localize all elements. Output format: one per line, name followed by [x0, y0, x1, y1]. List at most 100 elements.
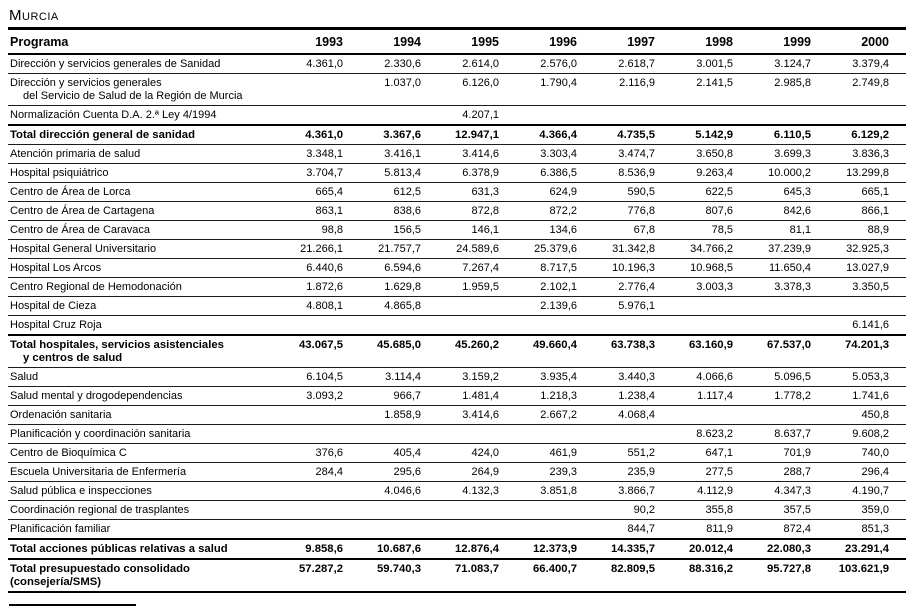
value-cell: 67,8: [594, 220, 672, 240]
value-cell: 13.027,9: [828, 258, 906, 278]
value-cell: 6.378,9: [438, 163, 516, 183]
value-cell: 612,5: [360, 182, 438, 202]
row-label-line1: Total hospitales, servicios asistenciale…: [10, 339, 224, 351]
value-cell: 6.141,6: [828, 315, 906, 335]
value-cell: 3.379,4: [828, 53, 906, 74]
table-row: Ordenación sanitaria 1.858,9 3.414,6 2.667,…: [8, 405, 906, 425]
value-cell: 156,5: [360, 220, 438, 240]
value-cell: 25.379,6: [516, 239, 594, 259]
value-cell: 4.207,1: [438, 105, 516, 125]
value-cell: 1.037,0: [360, 73, 438, 106]
value-cell: 146,1: [438, 220, 516, 240]
value-cell: 284,4: [282, 462, 360, 482]
value-cell: 295,6: [360, 462, 438, 482]
value-cell: 4.361,0: [282, 124, 360, 145]
value-cell: 37.239,9: [750, 239, 828, 259]
row-label: Salud: [8, 367, 282, 387]
value-cell: 357,5: [750, 500, 828, 520]
value-cell: 4.068,4: [594, 405, 672, 425]
table-row: Hospital de Cieza 4.808,1 4.865,8 2.139,6 5.…: [8, 296, 906, 316]
value-cell: 811,9: [672, 519, 750, 539]
row-label: Dirección y servicios generales del Servi…: [8, 73, 282, 106]
value-cell: 866,1: [828, 201, 906, 221]
value-cell: 4.190,7: [828, 481, 906, 501]
value-cell: 4.132,3: [438, 481, 516, 501]
row-label: Ordenación sanitaria: [8, 405, 282, 425]
header-row: Programa 1993 1994 1995 1996 1997 1998 1999 2000: [8, 27, 906, 55]
value-cell: 277,5: [672, 462, 750, 482]
value-cell: 31.342,8: [594, 239, 672, 259]
value-cell: 296,4: [828, 462, 906, 482]
value-cell: 2.614,0: [438, 53, 516, 74]
value-cell: [438, 519, 516, 539]
value-cell: 776,8: [594, 201, 672, 221]
value-cell: [360, 424, 438, 444]
value-cell: 71.083,7: [438, 558, 516, 593]
value-cell: 10.968,5: [672, 258, 750, 278]
table-row: Centro de Área de Caravaca 98,8 156,5 146,1…: [8, 220, 906, 240]
value-cell: 665,1: [828, 182, 906, 202]
value-cell: 4.361,0: [282, 53, 360, 74]
value-cell: 1.481,4: [438, 386, 516, 406]
value-cell: [282, 481, 360, 501]
value-cell: 23.291,4: [828, 538, 906, 559]
value-cell: 1.117,4: [672, 386, 750, 406]
value-cell: 4.046,6: [360, 481, 438, 501]
value-cell: [594, 424, 672, 444]
value-cell: 12.373,9: [516, 538, 594, 559]
value-cell: [516, 519, 594, 539]
value-cell: 851,3: [828, 519, 906, 539]
value-cell: 4.112,9: [672, 481, 750, 501]
table-row: Centro Regional de Hemodonación 1.872,6 1.…: [8, 277, 906, 297]
value-cell: 2.749,8: [828, 73, 906, 106]
value-cell: 103.621,9: [828, 558, 906, 593]
value-cell: 5.813,4: [360, 163, 438, 183]
value-cell: 551,2: [594, 443, 672, 463]
value-cell: 88.316,2: [672, 558, 750, 593]
row-label: Total presupuestado consolidado (conseje…: [8, 558, 282, 593]
row-label: Hospital General Universitario: [8, 239, 282, 259]
table-row: Hospital psiquiátrico 3.704,7 5.813,4 6.378…: [8, 163, 906, 183]
column-header-year: 1998: [672, 27, 750, 55]
value-cell: 355,8: [672, 500, 750, 520]
table-row: Total dirección general de sanidad 4.361,…: [8, 124, 906, 145]
value-cell: 10.687,6: [360, 538, 438, 559]
table-row: Salud 6.104,5 3.114,4 3.159,2 3.935,4 3.440,3…: [8, 367, 906, 387]
value-cell: 288,7: [750, 462, 828, 482]
value-cell: [438, 500, 516, 520]
value-cell: 8.536,9: [594, 163, 672, 183]
value-cell: 1.858,9: [360, 405, 438, 425]
value-cell: 838,6: [360, 201, 438, 221]
value-cell: 5.096,5: [750, 367, 828, 387]
table-row: Escuela Universitaria de Enfermería 284,4…: [8, 462, 906, 482]
value-cell: 3.414,6: [438, 405, 516, 425]
table-row: Centro de Bioquímica C 376,6 405,4 424,0 461…: [8, 443, 906, 463]
column-header-year: 1999: [750, 27, 828, 55]
value-cell: [594, 105, 672, 125]
value-cell: [750, 105, 828, 125]
value-cell: 1.629,8: [360, 277, 438, 297]
row-label: Centro de Bioquímica C: [8, 443, 282, 463]
table-row: Centro de Área de Lorca 665,4 612,5 631,3 62…: [8, 182, 906, 202]
value-cell: [438, 424, 516, 444]
value-cell: [282, 500, 360, 520]
column-header-year: 2000: [828, 27, 906, 55]
value-cell: 78,5: [672, 220, 750, 240]
value-cell: 14.335,7: [594, 538, 672, 559]
value-cell: 66.400,7: [516, 558, 594, 593]
value-cell: 239,3: [516, 462, 594, 482]
value-cell: 264,9: [438, 462, 516, 482]
value-cell: 74.201,3: [828, 334, 906, 368]
table-row: Dirección y servicios generales de Sanid…: [8, 53, 906, 74]
value-cell: 3.114,4: [360, 367, 438, 387]
row-label: Hospital de Cieza: [8, 296, 282, 316]
row-label: Planificación y coordinación sanitaria: [8, 424, 282, 444]
value-cell: 3.416,1: [360, 144, 438, 164]
value-cell: 359,0: [828, 500, 906, 520]
table-row: Hospital General Universitario 21.266,1 21…: [8, 239, 906, 259]
value-cell: [672, 315, 750, 335]
value-cell: 461,9: [516, 443, 594, 463]
value-cell: 872,2: [516, 201, 594, 221]
value-cell: 3.124,7: [750, 53, 828, 74]
